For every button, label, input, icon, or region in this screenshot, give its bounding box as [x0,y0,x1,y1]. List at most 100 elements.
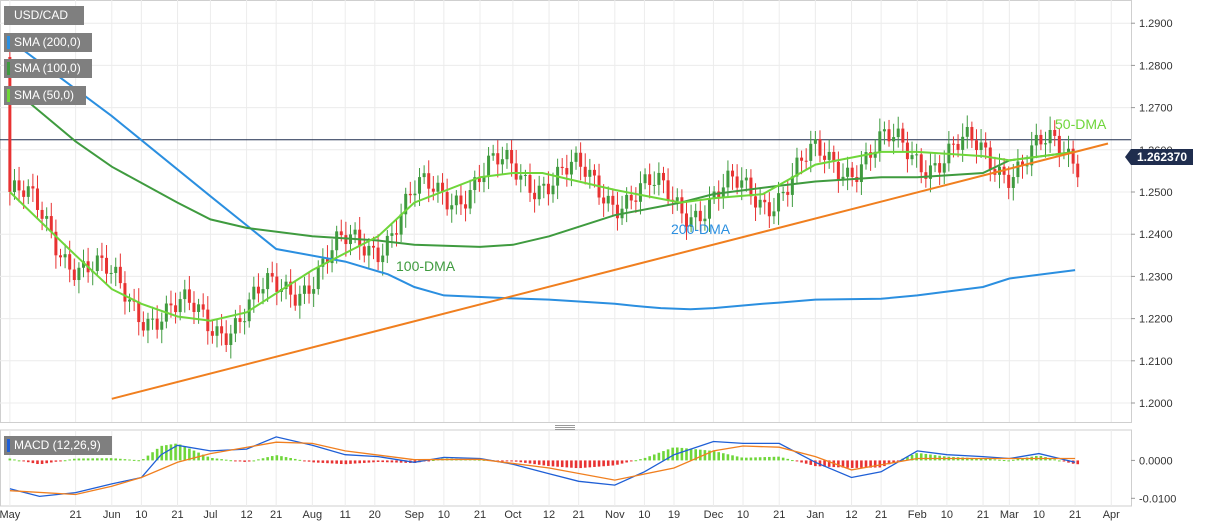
candle-body [703,218,707,222]
macd-histogram-bar [993,459,997,461]
candle-body [436,182,440,192]
x-tick-label: Mar [1000,509,1019,521]
candle-body [95,255,99,272]
candle-body [763,199,767,203]
legend-sma50[interactable]: SMA (50,0) [4,86,86,105]
candle-body [330,250,334,264]
macd-histogram-bar [427,460,431,462]
candle-body [514,163,518,180]
candle-body [146,318,150,331]
legend-macd[interactable]: MACD (12,26,9) [4,436,112,455]
macd-histogram-bar [362,460,366,463]
macd-histogram-bar [142,458,145,461]
macd-histogram-bar [432,460,435,462]
x-tick-label: 11 [340,509,351,521]
candle-body [293,294,297,306]
macd-histogram-bar [298,459,302,461]
macd-histogram-bar [275,455,279,461]
candle-body [68,254,72,270]
macd-histogram-bar [786,458,790,461]
macd-histogram-bar [1076,460,1080,465]
candle-body [224,333,228,345]
macd-histogram-bar [1058,460,1061,462]
candle-body [823,155,827,160]
candle-body [905,142,909,160]
candle-body [592,169,596,176]
candle-body [82,261,86,268]
macd-histogram-bar [91,458,95,461]
macd-histogram-bar [629,460,633,462]
macd-histogram-bar [335,460,338,464]
candle-body [1021,161,1025,166]
legend-sma100[interactable]: SMA (100,0) [4,59,92,78]
x-tick-label: 12 [845,509,857,521]
candle-body [892,137,896,142]
candle-body [187,289,191,303]
candle-body [491,153,495,156]
candle-body [1048,129,1052,144]
candle-body [735,176,739,188]
macd-histogram-bar [349,460,352,464]
macd-histogram-bar [151,452,154,461]
macd-histogram-bar [45,460,48,464]
candle-body [873,151,877,158]
candle-body [648,174,652,186]
candle-body [942,163,946,173]
pane-resize-handle[interactable] [555,425,575,430]
macd-histogram-bar [837,460,840,468]
candle-body [827,151,831,160]
candle-body [643,174,647,184]
candle-body [477,177,481,183]
macd-histogram-bar [307,460,311,462]
macd-histogram-bar [321,460,325,463]
candle-body [105,257,109,274]
candle-body [459,195,463,205]
macd-histogram-bar [252,460,256,462]
candle-body [26,186,30,197]
candle-body [1016,161,1020,178]
macd-histogram-bar [390,460,394,463]
candle-body [1030,145,1034,166]
macd-histogram-bar [556,460,559,467]
x-tick-label: 21 [573,509,585,521]
macd-histogram-bar [818,460,822,467]
candle-body [675,197,679,201]
trendline [111,142,1109,400]
candle-body [450,205,454,210]
macd-histogram-bar [763,457,767,461]
legend-sma200[interactable]: SMA (200,0) [4,33,92,52]
candle-body [708,198,712,219]
macd-signal-line [9,441,1076,496]
macd-histogram-bar [188,448,191,461]
sma200-swatch [7,36,10,49]
macd-label: MACD (12,26,9) [14,438,101,452]
macd-histogram-bar [919,453,923,461]
candle-body [229,333,233,345]
y-tick-label: 1.2100 [1139,356,1173,368]
candle-body [523,174,527,176]
macd-histogram-bar [128,459,131,461]
candle-body [1057,135,1061,155]
candle-body [537,185,541,200]
macd-histogram-bar [17,460,21,462]
candle-body [731,170,735,177]
sma50-label: SMA (50,0) [14,88,75,102]
candle-body [141,322,145,331]
macd-histogram-bar [588,460,592,468]
legend-symbol[interactable]: USD/CAD [4,6,84,25]
candle-body [698,210,702,222]
x-tick-label: 21 [875,509,887,521]
candle-body [744,177,748,181]
price-pane-frame [0,0,1132,423]
macd-histogram-bar [740,457,744,461]
macd-histogram-bar [105,458,108,461]
symbol-label: USD/CAD [14,8,69,22]
candle-body [243,321,247,323]
y-tick-label: 1.2300 [1139,271,1173,283]
candle-body [919,154,923,173]
macd-histogram-bar [749,457,753,461]
macd-histogram-bar [229,460,233,462]
macd-histogram-bar [68,459,72,461]
candle-body [473,177,477,191]
